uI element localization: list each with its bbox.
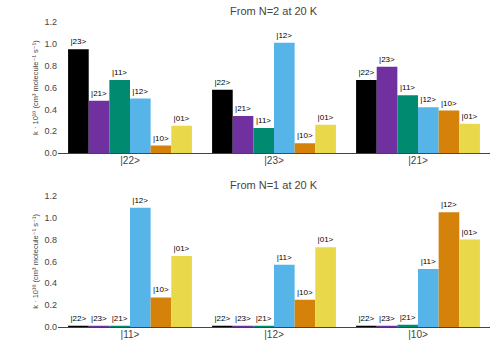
svg-text:|22>: |22> xyxy=(214,78,230,87)
svg-text:|21>: |21> xyxy=(256,314,272,323)
svg-text:0.2: 0.2 xyxy=(44,126,57,136)
svg-text:|23>: |23> xyxy=(91,314,107,323)
svg-text:|01>: |01> xyxy=(462,228,478,237)
svg-text:0.4: 0.4 xyxy=(44,105,57,115)
svg-text:|22>: |22> xyxy=(358,68,374,77)
svg-text:From N=1 at 20 K: From N=1 at 20 K xyxy=(230,179,318,191)
svg-text:|23>: |23> xyxy=(379,314,395,323)
svg-text:|21>: |21> xyxy=(400,313,416,322)
svg-text:0.4: 0.4 xyxy=(44,278,57,288)
svg-text:0.8: 0.8 xyxy=(44,61,57,71)
svg-text:0.0: 0.0 xyxy=(44,148,57,158)
svg-text:|10>: |10> xyxy=(408,329,428,340)
svg-text:|10>: |10> xyxy=(153,134,169,143)
svg-text:k · 10¹⁰ (cm³ molecule⁻¹ s⁻¹): k · 10¹⁰ (cm³ molecule⁻¹ s⁻¹) xyxy=(31,214,40,309)
svg-text:|12>: |12> xyxy=(264,329,284,340)
svg-text:|11>: |11> xyxy=(112,68,127,77)
svg-text:|23>: |23> xyxy=(264,155,284,166)
svg-text:|11>: |11> xyxy=(121,329,140,340)
svg-text:|12>: |12> xyxy=(132,196,148,205)
svg-text:|10>: |10> xyxy=(441,99,457,108)
svg-text:|23>: |23> xyxy=(379,55,395,64)
svg-text:|21>: |21> xyxy=(408,155,428,166)
svg-text:0.6: 0.6 xyxy=(44,83,57,93)
svg-text:|22>: |22> xyxy=(120,155,140,166)
svg-text:|01>: |01> xyxy=(318,235,334,244)
svg-text:|10>: |10> xyxy=(297,131,313,140)
svg-text:|23>: |23> xyxy=(235,314,251,323)
svg-text:|11>: |11> xyxy=(256,116,271,125)
svg-text:|21>: |21> xyxy=(112,314,128,323)
svg-text:|21>: |21> xyxy=(235,104,251,113)
svg-text:|22>: |22> xyxy=(214,314,230,323)
svg-text:From N=2 at 20 K: From N=2 at 20 K xyxy=(230,5,318,17)
svg-text:|11>: |11> xyxy=(277,253,292,262)
svg-text:1.0: 1.0 xyxy=(44,39,57,49)
svg-text:|12>: |12> xyxy=(441,200,457,209)
svg-text:k · 10¹⁰ (cm³ molecule⁻¹ s⁻¹): k · 10¹⁰ (cm³ molecule⁻¹ s⁻¹) xyxy=(31,40,40,135)
svg-text:|10>: |10> xyxy=(153,285,169,294)
svg-text:|01>: |01> xyxy=(174,114,190,123)
svg-text:|11>: |11> xyxy=(400,83,415,92)
svg-text:1.0: 1.0 xyxy=(44,213,57,223)
svg-text:1.2: 1.2 xyxy=(44,17,57,27)
svg-text:|22>: |22> xyxy=(70,314,86,323)
svg-text:|11>: |11> xyxy=(421,257,436,266)
svg-text:|01>: |01> xyxy=(318,113,334,122)
svg-text:|21>: |21> xyxy=(91,89,107,98)
svg-text:0.6: 0.6 xyxy=(44,257,57,267)
svg-text:|01>: |01> xyxy=(462,112,478,121)
svg-text:|23>: |23> xyxy=(70,37,86,46)
svg-text:0.2: 0.2 xyxy=(44,300,57,310)
svg-text:|12>: |12> xyxy=(420,95,436,104)
svg-text:|01>: |01> xyxy=(174,244,190,253)
svg-text:|22>: |22> xyxy=(358,314,374,323)
svg-text:0.0: 0.0 xyxy=(44,322,57,332)
svg-text:|10>: |10> xyxy=(297,288,313,297)
svg-text:1.2: 1.2 xyxy=(44,191,57,201)
svg-text:|12>: |12> xyxy=(132,87,148,96)
svg-text:|12>: |12> xyxy=(276,31,292,40)
svg-text:0.8: 0.8 xyxy=(44,235,57,245)
